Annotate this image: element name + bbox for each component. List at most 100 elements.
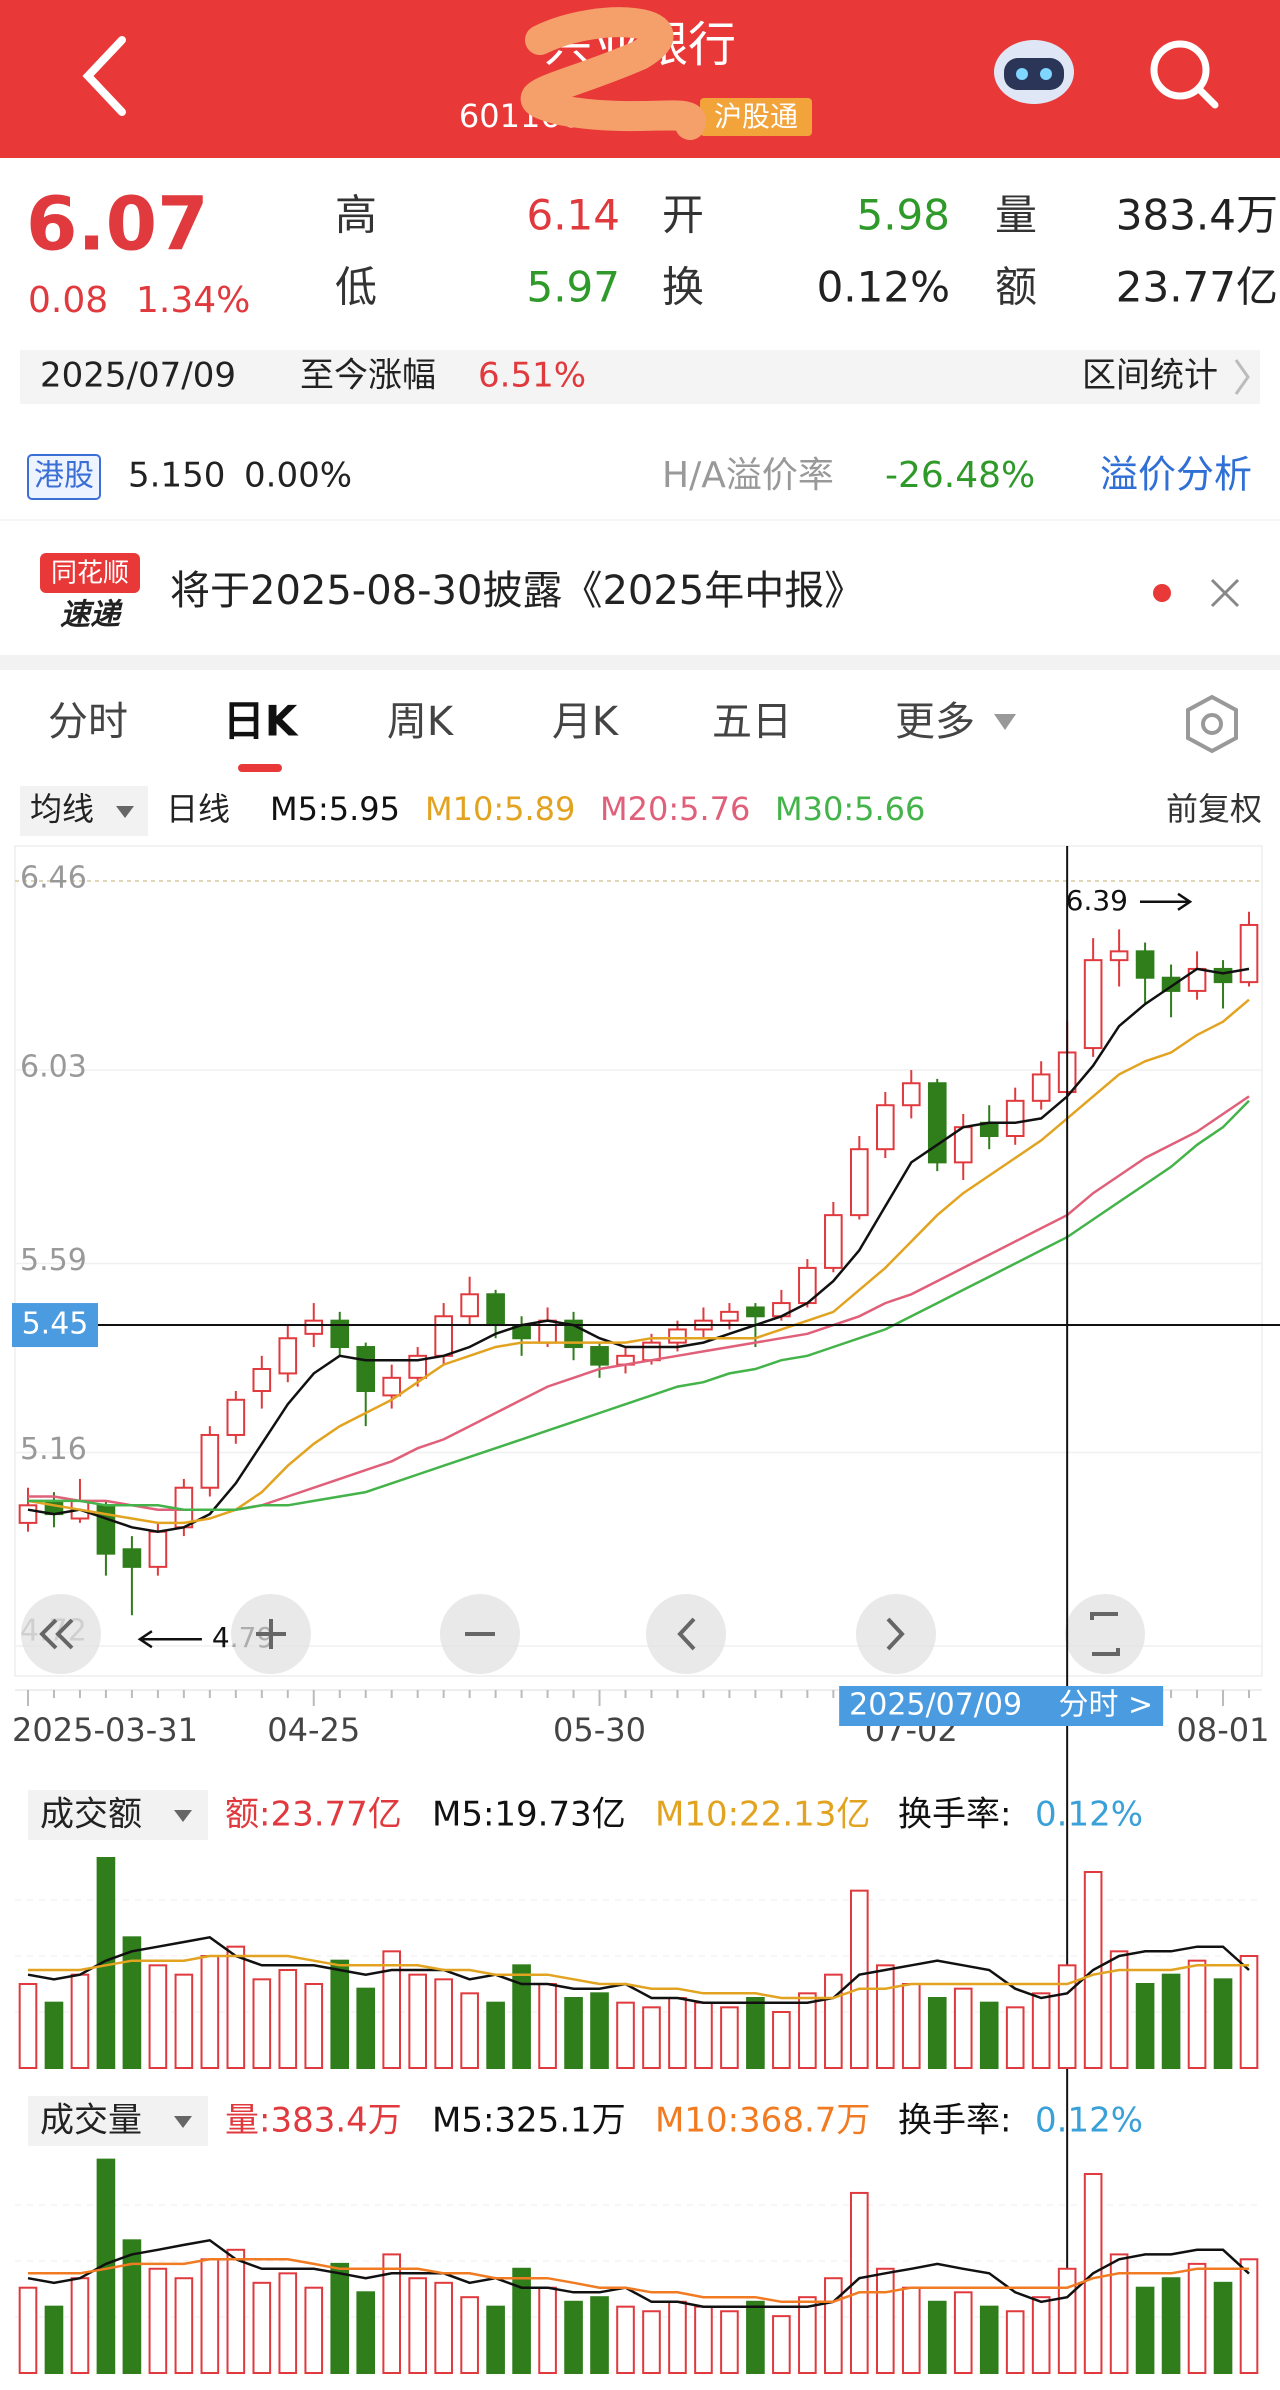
volume-bar — [122, 2239, 142, 2374]
back-button[interactable] — [82, 36, 126, 116]
crosshair-link[interactable]: 分时 > — [1058, 1688, 1153, 1723]
label: 量 — [995, 191, 1037, 240]
settings-icon[interactable] — [1186, 694, 1238, 754]
premium-link[interactable]: 溢价分析 — [1100, 453, 1252, 497]
tab[interactable]: 月K — [552, 699, 620, 745]
volume-bar — [434, 1978, 453, 2070]
badge-bg — [700, 98, 812, 136]
nav-button[interactable] — [856, 1594, 936, 1674]
volume-bar — [798, 1992, 817, 2070]
close-news[interactable] — [1210, 578, 1240, 608]
nav-button[interactable] — [1065, 1594, 1145, 1674]
x-tick-label: 05-30 — [553, 1711, 646, 1749]
hk-tag-bg — [27, 454, 101, 500]
nav-icon — [886, 1617, 905, 1651]
tab-underline — [238, 764, 282, 772]
tab[interactable]: 更多 — [895, 699, 975, 745]
volume-bar — [512, 1964, 531, 2070]
volume-bar — [330, 1959, 350, 2069]
value: 0.12% — [817, 263, 950, 312]
panel-title[interactable]: 成交量 — [40, 2101, 142, 2141]
volume-bar — [304, 2286, 324, 2375]
chevron — [1234, 359, 1250, 395]
candle-body — [304, 1319, 324, 1335]
x-tick-label: 08-01 — [1177, 1711, 1270, 1749]
candle-body — [746, 1306, 765, 1318]
volume-bar — [668, 1997, 687, 2069]
value: 383.4万 — [1116, 191, 1278, 240]
panel-title[interactable]: 成交额 — [40, 1795, 142, 1835]
volume-bar — [772, 2315, 791, 2374]
nav-icon — [677, 1617, 696, 1651]
nav-button[interactable] — [21, 1594, 101, 1674]
candle-body — [1005, 1099, 1025, 1138]
volume-bar — [1109, 2253, 1129, 2374]
redaction — [520, 7, 707, 140]
y-tick-label: 6.46 — [20, 861, 87, 896]
candle-body — [668, 1328, 687, 1344]
range-link[interactable]: 区间统计 — [1082, 356, 1218, 396]
volume-bar — [927, 2300, 947, 2375]
candle-body — [330, 1319, 350, 1349]
panel-value: 0.12% — [1035, 1795, 1143, 1835]
ma-line — [27, 2238, 1250, 2308]
dropdown-arrow — [174, 2116, 192, 2128]
ma-line — [27, 998, 1250, 1525]
volume-bar — [1109, 1950, 1129, 2070]
volume-bar — [1213, 2281, 1233, 2375]
tab-active[interactable]: 日K — [223, 697, 299, 746]
volume-bar — [382, 2253, 402, 2374]
candle-body — [226, 1398, 246, 1436]
volume-bar — [1005, 2310, 1025, 2374]
volume-bar — [1161, 1973, 1181, 2069]
crosshair-price-bg — [12, 1303, 98, 1348]
candle-body — [356, 1346, 376, 1392]
volume-bar — [1005, 2006, 1025, 2070]
volume-bar — [122, 1936, 142, 2070]
candle-body — [382, 1376, 402, 1397]
volume-bar — [590, 2296, 609, 2374]
badge: 沪股通 — [714, 100, 798, 133]
panel-value: 额:23.77亿 — [225, 1795, 402, 1835]
x-tick-label: 04-25 — [267, 1711, 360, 1749]
tab[interactable]: 周K — [387, 699, 455, 745]
candle-body — [824, 1214, 843, 1269]
volume-bar — [408, 1973, 427, 2069]
nav-button[interactable] — [646, 1594, 726, 1674]
tab[interactable]: 分时 — [48, 699, 128, 745]
max-arrow — [1140, 892, 1193, 911]
volume-bar — [616, 2305, 635, 2375]
candle-body — [278, 1337, 298, 1375]
ma-selector[interactable]: 均线 — [30, 790, 94, 828]
volume-bar — [1135, 2286, 1155, 2375]
panel-value: M5:325.1万 — [432, 2101, 626, 2141]
premium-label: H/A溢价率 — [662, 455, 834, 496]
change-pct: 1.34% — [136, 280, 250, 321]
nav-icon — [39, 1618, 74, 1650]
volume-bar — [616, 2001, 635, 2069]
label: 开 — [662, 191, 704, 240]
volume-bar — [746, 1997, 765, 2069]
tab[interactable]: 五日 — [712, 699, 792, 745]
volume-bar — [564, 2300, 583, 2375]
range-date: 2025/07/09 — [40, 356, 236, 396]
ma-line — [27, 1935, 1250, 2004]
nav-icon — [1090, 1612, 1120, 1656]
search-icon[interactable] — [1150, 40, 1219, 109]
candle-body — [720, 1310, 739, 1322]
label: 低 — [335, 263, 377, 312]
candle-body — [148, 1530, 168, 1568]
hk-tag: 港股 — [34, 459, 94, 494]
assistant-icon[interactable] — [994, 40, 1074, 104]
volume-bar — [148, 2267, 168, 2375]
candle-body — [252, 1368, 272, 1392]
volume-bar — [720, 2310, 739, 2374]
volume-bar — [953, 2291, 973, 2374]
volume-bar — [901, 1983, 921, 2069]
volume-bar — [953, 1987, 973, 2069]
news-text[interactable]: 将于2025-08-30披露《2025年中报》 — [170, 568, 864, 614]
candle-body — [1083, 959, 1103, 1050]
volume-bar — [538, 2286, 557, 2375]
separator — [0, 655, 1280, 670]
adjust[interactable]: 前复权 — [1166, 790, 1262, 828]
